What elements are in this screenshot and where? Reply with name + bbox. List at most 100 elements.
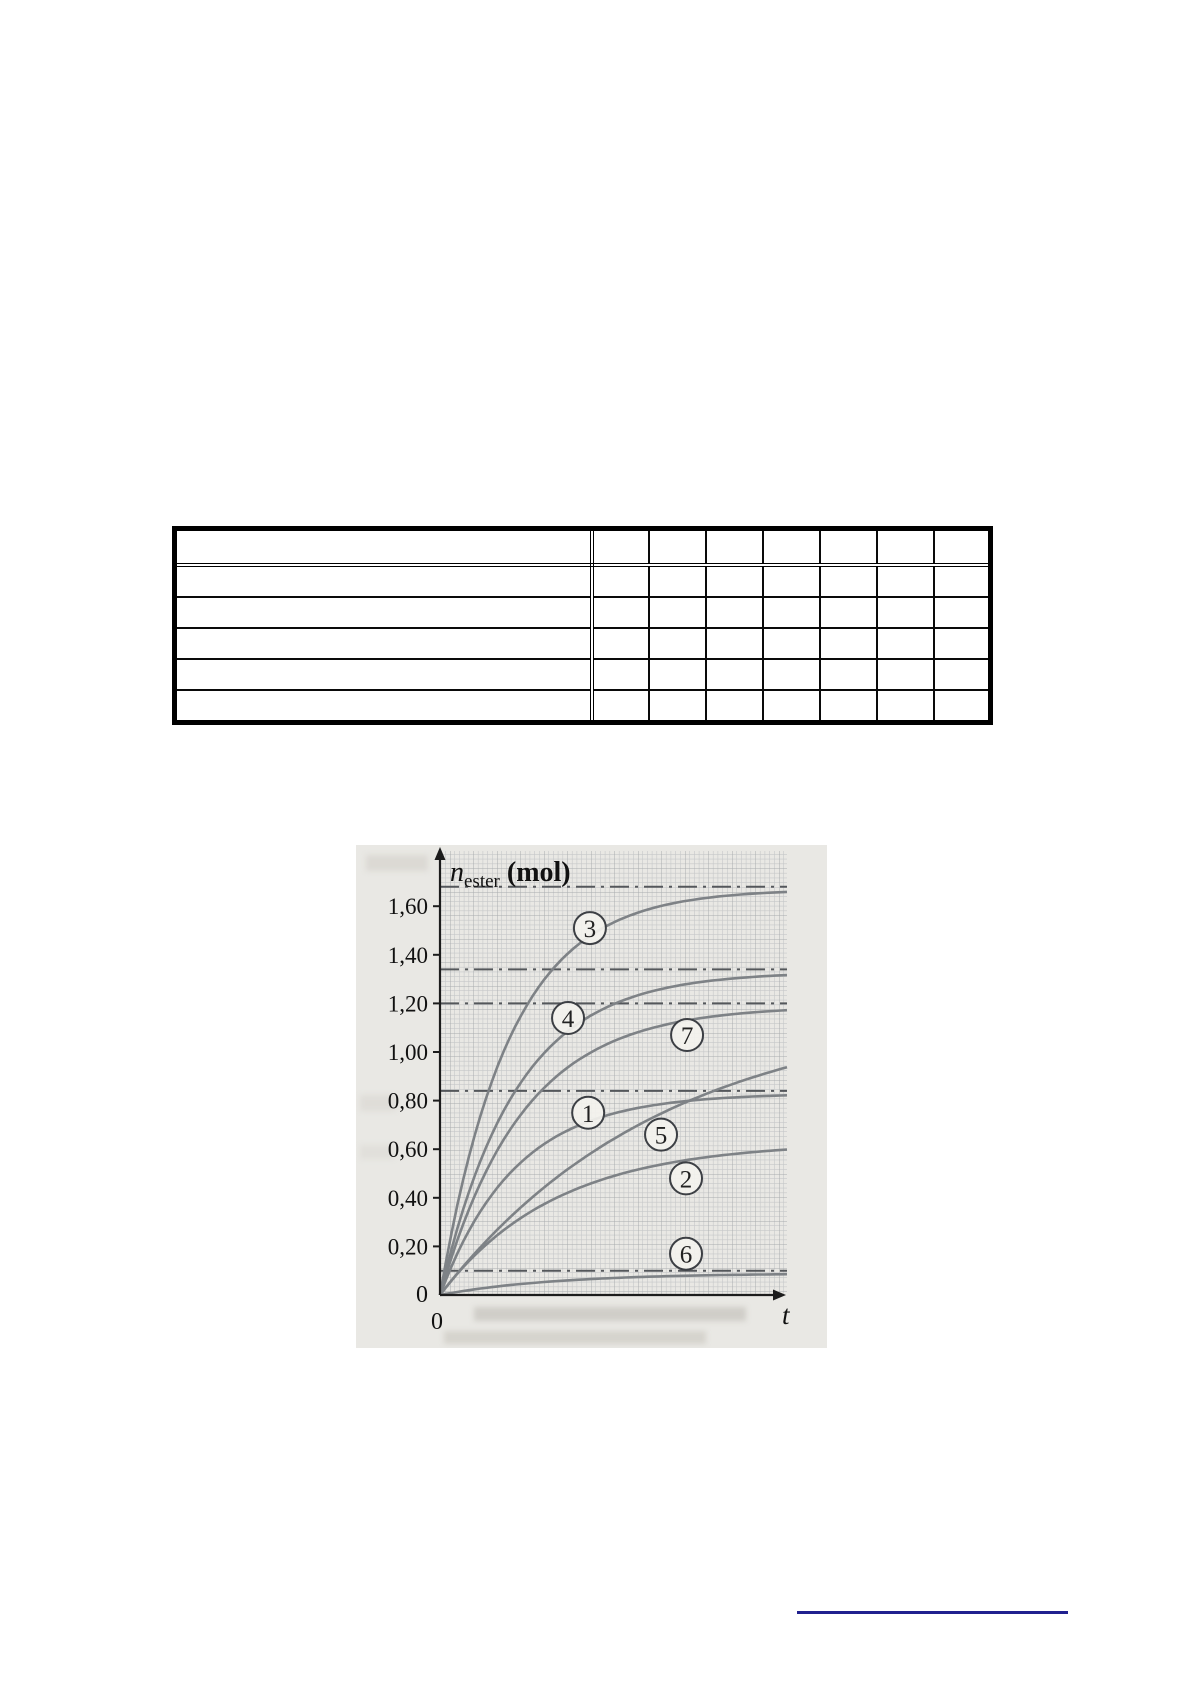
chart-dynamic-layer: 1,60 1,40 1,20 1,00 0,80 0,60 0,40 0,20 1 2 3 4 5 6 7 <box>388 885 788 1297</box>
y-axis-arrow-icon <box>434 847 446 860</box>
curve-6 <box>439 1272 788 1297</box>
curve-label-circle-1 <box>571 1095 606 1130</box>
y-tick-label: 0,40 <box>388 1186 428 1211</box>
table-row <box>173 527 992 567</box>
y-axis-unit: (mol) <box>500 857 571 888</box>
table-cell <box>818 527 878 567</box>
table-cell <box>875 564 935 598</box>
x-zero-label: 0 <box>431 1309 443 1335</box>
table-row <box>173 596 992 629</box>
table-cell <box>647 689 707 724</box>
y-axis-subscript: ester <box>464 871 501 892</box>
table-cell <box>818 689 878 724</box>
table-cell <box>704 689 764 724</box>
table-cell <box>818 596 878 629</box>
table-cell <box>704 564 764 598</box>
table-cell <box>704 627 764 660</box>
table-cell <box>932 527 992 567</box>
curve-label-circle-3 <box>572 911 607 946</box>
table-cell <box>875 658 935 691</box>
ghost-smudge <box>366 855 428 871</box>
y-tick-label: 0,60 <box>388 1137 428 1162</box>
table-cell <box>590 627 650 660</box>
origin-label: 0 <box>416 1282 428 1308</box>
table-cell <box>647 658 707 691</box>
ester-amount-chart: 1,601,401,201,000,800,600,400,201234567 … <box>360 847 791 1344</box>
table-body <box>173 527 992 724</box>
table-cell <box>173 564 594 598</box>
curve-5 <box>438 1065 788 1296</box>
table-cell <box>173 596 594 629</box>
table-cell <box>590 564 650 598</box>
y-axis-title: nester (mol) <box>450 857 571 892</box>
y-tick-label: 1,20 <box>388 991 428 1016</box>
table-cell <box>647 564 707 598</box>
table-cell <box>761 564 821 598</box>
table-cell <box>590 527 650 567</box>
table-cell <box>590 689 650 724</box>
table-cell <box>173 627 594 660</box>
table-cell <box>590 596 650 629</box>
curve-label-4: 4 <box>562 1006 575 1033</box>
table-cell <box>932 658 992 691</box>
ghost-smudge <box>360 1095 396 1111</box>
grid <box>440 851 787 1295</box>
table-cell <box>875 627 935 660</box>
curve-1 <box>438 1094 788 1296</box>
curve-7 <box>438 1008 788 1296</box>
y-tick-label: 1,40 <box>388 943 428 968</box>
table-cell <box>173 689 594 724</box>
x-axis-arrow-icon <box>773 1289 786 1301</box>
curve-2 <box>438 1148 788 1296</box>
print-bleed-smudges <box>360 855 746 1344</box>
curve-label-5: 5 <box>655 1123 668 1150</box>
table-cell <box>590 658 650 691</box>
curve-label-circle-2 <box>669 1161 704 1196</box>
curve-label-3: 3 <box>584 916 597 943</box>
ghost-smudge <box>360 1145 394 1159</box>
y-tick-label: 0,80 <box>388 1089 428 1114</box>
link-underline <box>797 1611 1068 1614</box>
chart-scan: 1,60 1,40 1,20 1,00 0,80 0,60 0,40 0,20 1 2 3 4 5 6 7 … <box>356 845 827 1348</box>
curve-label-circle-7 <box>670 1017 705 1052</box>
table-cell <box>932 564 992 598</box>
table-cell <box>932 627 992 660</box>
curve-4 <box>438 973 788 1296</box>
curve-3 <box>438 890 788 1296</box>
y-tick-label: 0,20 <box>388 1234 428 1259</box>
answer-table <box>172 526 993 725</box>
ghost-smudge <box>444 1331 706 1344</box>
curve-label-6: 6 <box>680 1242 693 1269</box>
y-axis-symbol: n <box>450 857 464 888</box>
curve-label-circle-6 <box>669 1236 704 1271</box>
table-cell <box>647 596 707 629</box>
table-cell <box>932 596 992 629</box>
curve-label-1: 1 <box>582 1101 595 1128</box>
table-cell <box>875 596 935 629</box>
y-tick-label: 1,60 <box>388 894 428 919</box>
ghost-smudge <box>474 1307 746 1321</box>
table-cell <box>932 689 992 724</box>
table-cell <box>704 596 764 629</box>
table-cell <box>875 689 935 724</box>
x-axis-title: t <box>782 1300 791 1330</box>
table-cell <box>818 627 878 660</box>
table-row <box>173 627 992 660</box>
table-cell <box>647 627 707 660</box>
table-cell <box>761 689 821 724</box>
table-row <box>173 689 992 724</box>
curve-label-2: 2 <box>680 1166 693 1193</box>
table-cell <box>818 564 878 598</box>
table-cell <box>704 658 764 691</box>
table-cell <box>818 658 878 691</box>
table-cell <box>761 627 821 660</box>
table-cell <box>761 596 821 629</box>
axes <box>438 857 776 1297</box>
curve-label-circle-4 <box>551 1000 586 1035</box>
table-cell <box>173 527 594 567</box>
table-cell <box>647 527 707 567</box>
table-cell <box>761 658 821 691</box>
table-cell <box>704 527 764 567</box>
table-cell <box>761 527 821 567</box>
